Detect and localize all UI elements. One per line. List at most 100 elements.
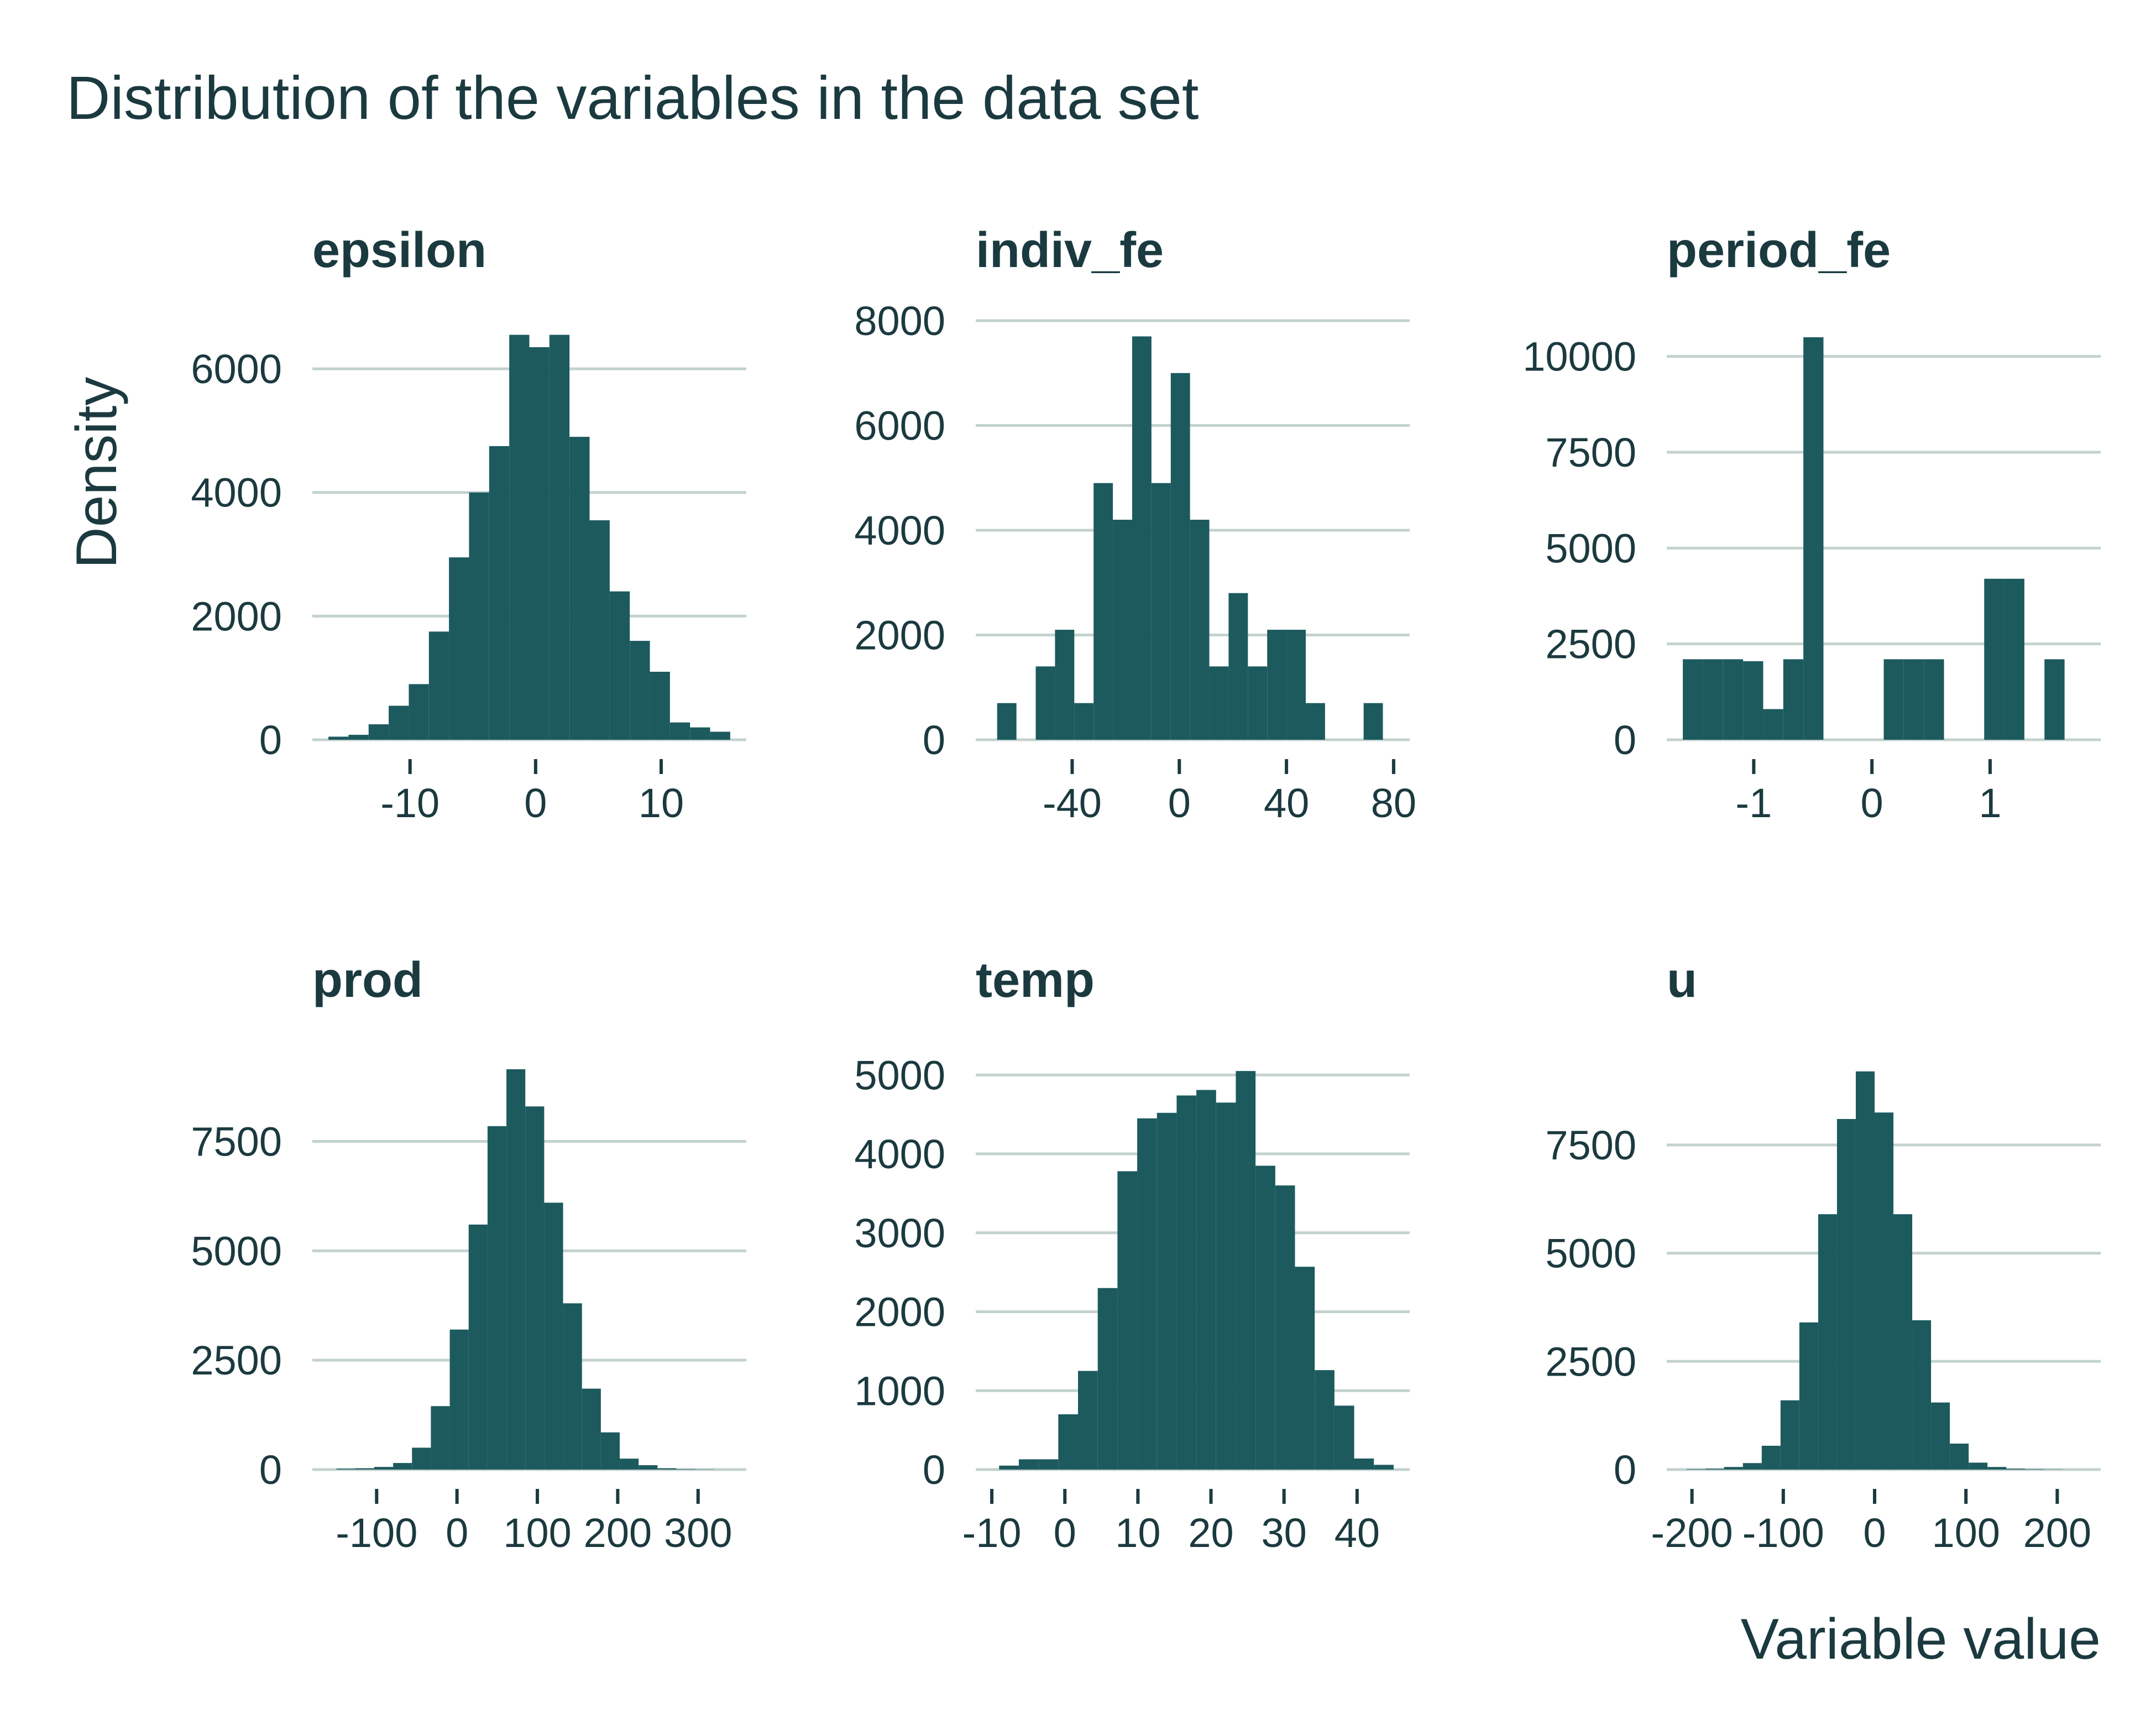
panel-epsilon: epsilon 0 2000 4000 6000 -10 0 10 xyxy=(191,223,746,826)
histogram-bar xyxy=(1761,1445,1781,1470)
x-tick-label: 0 xyxy=(1861,780,1883,826)
histogram-bar xyxy=(449,557,469,740)
x-tick-label: -100 xyxy=(1742,1510,1824,1556)
histogram-bar xyxy=(1170,373,1190,740)
y-tick-label: 7500 xyxy=(191,1119,282,1165)
figure-title: Distribution of the variables in the dat… xyxy=(66,64,1199,132)
histogram-bar xyxy=(393,1463,412,1470)
panel-title: temp xyxy=(976,953,1095,1008)
histogram-bar xyxy=(348,735,369,740)
histogram-bar xyxy=(525,1106,545,1470)
panel-title: epsilon xyxy=(312,223,486,278)
histogram-bar xyxy=(710,731,730,740)
histogram-bar xyxy=(1038,1459,1059,1470)
histogram-bar xyxy=(582,1388,601,1470)
x-tick-label: 0 xyxy=(446,1510,468,1556)
x-tick-label: 20 xyxy=(1188,1510,1233,1556)
histogram-bar xyxy=(630,641,650,740)
panel-prod: prod 0 2500 5000 7500 -100 0 100 200 300 xyxy=(191,953,746,1556)
histogram-bar xyxy=(1874,1112,1894,1470)
histogram-bar xyxy=(1374,1465,1394,1470)
x-tick-label: 0 xyxy=(524,780,547,826)
y-tick-label: 4000 xyxy=(854,508,945,553)
histogram-bar xyxy=(1354,1459,1374,1470)
histogram-bar xyxy=(1818,1214,1837,1470)
panel-title: prod xyxy=(312,953,423,1008)
x-tick-label: 10 xyxy=(639,780,684,826)
y-tick-label: 0 xyxy=(1614,1447,1636,1493)
y-tick-label: 1000 xyxy=(854,1368,945,1414)
histogram-bar xyxy=(563,1303,582,1470)
y-tick-label: 2500 xyxy=(191,1337,282,1383)
histogram-bar xyxy=(336,1468,355,1470)
histogram-bar xyxy=(431,1406,450,1470)
y-tick-label: 0 xyxy=(259,1447,282,1493)
x-tick-label: -10 xyxy=(962,1510,1022,1556)
x-tick-label: -1 xyxy=(1735,780,1772,826)
panel-title: period_fe xyxy=(1667,223,1891,278)
histogram-bar xyxy=(2044,659,2065,740)
histogram-bar xyxy=(609,591,630,740)
x-tick-label: 200 xyxy=(584,1510,652,1556)
x-tick-label: 40 xyxy=(1335,1510,1380,1556)
x-tick-label: 200 xyxy=(2023,1510,2091,1556)
x-tick-label: 30 xyxy=(1262,1510,1307,1556)
histogram-bar xyxy=(389,705,409,740)
histogram-bar xyxy=(1176,1095,1197,1470)
histogram-bar xyxy=(669,722,690,740)
x-tick-label: 1 xyxy=(1979,780,2001,826)
y-tick-label: 7500 xyxy=(1545,1122,1636,1168)
y-tick-label: 0 xyxy=(923,1447,945,1493)
histogram-bar xyxy=(997,703,1017,740)
histogram-bar xyxy=(1035,666,1055,740)
y-tick-label: 7500 xyxy=(1545,430,1636,475)
histogram-bar xyxy=(1893,1214,1913,1470)
x-tick-label: -200 xyxy=(1651,1510,1733,1556)
histogram-bar xyxy=(1097,1288,1118,1470)
histogram-bar xyxy=(676,1469,695,1470)
x-tick-label: -100 xyxy=(336,1510,417,1556)
histogram-bar xyxy=(620,1459,639,1470)
histogram-bar xyxy=(1783,659,1804,740)
histogram-bar xyxy=(1248,666,1268,740)
histogram-bar xyxy=(1275,1185,1295,1470)
histogram-bar xyxy=(1742,1463,1762,1470)
histogram-bar xyxy=(1315,1370,1335,1470)
histogram-bar xyxy=(374,1467,394,1470)
x-tick-label: 300 xyxy=(664,1510,732,1556)
histogram-bar xyxy=(1855,1071,1875,1470)
panel-temp: temp 0 1000 2000 3000 4000 5000 -10 0 10 20 30 40 xyxy=(854,953,1410,1556)
histogram-bar xyxy=(1703,659,1723,740)
histogram-bar xyxy=(1743,661,1763,740)
histogram-bar xyxy=(1883,659,1904,740)
histogram-bar xyxy=(1196,1090,1216,1470)
x-tick-label: -40 xyxy=(1043,780,1102,826)
panel-u: u 0 2500 5000 7500 -200 -100 0 100 200 xyxy=(1545,953,2101,1556)
histogram-bar xyxy=(1216,1102,1236,1470)
histogram-bar xyxy=(1686,1469,1705,1470)
panel-indiv-fe: indiv_fe 0 2000 4000 6000 8000 -40 0 40 80 xyxy=(854,223,1416,826)
histogram-bar xyxy=(690,727,710,740)
x-axis-label: Variable value xyxy=(1741,1607,2101,1671)
histogram-bar xyxy=(1286,630,1306,740)
histogram-bar xyxy=(1724,1467,1743,1470)
panel-period-fe: period_fe 0 2500 5000 7500 10000 -1 0 1 xyxy=(1522,223,2101,826)
y-tick-label: 5000 xyxy=(1545,525,1636,571)
histogram-bar xyxy=(487,1126,507,1470)
histogram-bar xyxy=(1137,1118,1157,1470)
y-tick-label: 4000 xyxy=(854,1131,945,1177)
y-tick-label: 3000 xyxy=(854,1210,945,1256)
histogram-bar xyxy=(1780,1400,1799,1470)
histogram-bar xyxy=(468,1224,488,1470)
y-tick-label: 6000 xyxy=(191,346,282,392)
histogram-bar xyxy=(489,446,510,740)
histogram-bar xyxy=(1255,1165,1275,1470)
histogram-bar xyxy=(1984,578,2005,740)
histogram-bar xyxy=(1305,703,1325,740)
histogram-bar xyxy=(544,1203,563,1470)
histogram-bar xyxy=(1931,1402,1950,1470)
x-tick-label: 100 xyxy=(503,1510,571,1556)
histogram-bar xyxy=(1113,520,1132,740)
histogram-bar xyxy=(639,1465,658,1470)
